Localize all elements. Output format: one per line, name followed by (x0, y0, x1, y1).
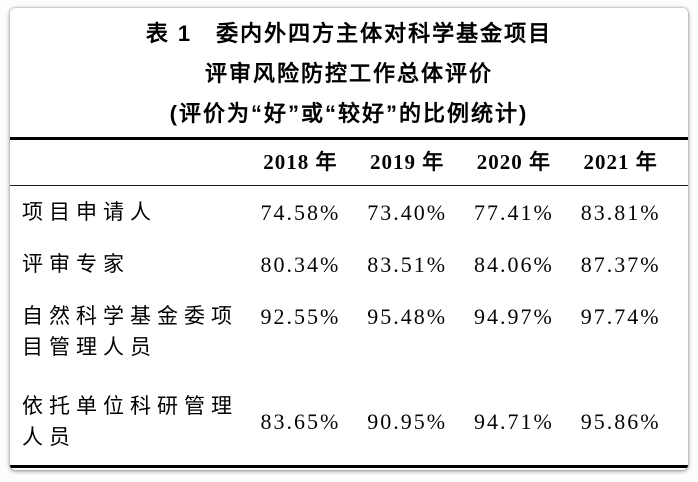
table-cell: 77.41% (473, 199, 554, 225)
table-cell: 94.71% (473, 409, 554, 434)
column-header-2021: 2021 年 (583, 149, 658, 174)
table-caption-line3: (评价为“好”或“较好”的比例统计) (169, 101, 529, 126)
table-caption-line1: 表 1 委内外四方主体对科学基金项目 (145, 21, 553, 46)
table-cell: 95.48% (367, 304, 448, 329)
table-cell: 83.65% (260, 409, 341, 434)
table-cell: 94.97% (473, 304, 554, 329)
table-cell: 95.86% (580, 409, 661, 434)
table-caption: 表 1 委内外四方主体对科学基金项目 评审风险防控工作总体评价 (评价为“好”或… (10, 8, 688, 137)
row-label: 自然科学基金委项目管理人员 (22, 305, 238, 359)
table-cell: 87.37% (580, 251, 661, 277)
table-bottom-rule (10, 465, 688, 468)
column-header-2018: 2018 年 (263, 149, 338, 174)
table-header-rule (10, 185, 688, 186)
table-card: 表 1 委内外四方主体对科学基金项目 评审风险防控工作总体评价 (评价为“好”或… (10, 8, 688, 470)
table-header-row: 2018 年 2019 年 2020 年 2021 年 (10, 140, 688, 186)
table-cell: 83.81% (580, 199, 661, 225)
table-row: 自然科学基金委项目管理人员 92.55% 95.48% 94.97% 97.74… (10, 290, 688, 378)
column-header-2020: 2020 年 (476, 149, 551, 174)
table-cell: 84.06% (473, 251, 554, 277)
table-row: 项目申请人 74.58% 73.40% 77.41% 83.81% (10, 186, 688, 238)
table-top-rule (10, 137, 688, 140)
table-cell: 83.51% (367, 251, 448, 277)
table-cell: 92.55% (260, 304, 341, 329)
row-label: 依托单位科研管理人员 (22, 394, 238, 449)
table-cell: 73.40% (367, 199, 448, 225)
row-label: 评审专家 (22, 252, 130, 276)
column-header-2019: 2019 年 (370, 149, 445, 174)
table-caption-line2: 评审风险防控工作总体评价 (204, 61, 493, 86)
table-cell: 74.58% (260, 199, 341, 225)
table-cell: 80.34% (260, 251, 341, 277)
table-cell: 97.74% (580, 304, 661, 329)
row-label: 项目申请人 (22, 200, 157, 224)
table-row: 依托单位科研管理人员 83.65% 90.95% 94.71% 95.86% (10, 378, 688, 465)
table-row: 评审专家 80.34% 83.51% 84.06% 87.37% (10, 238, 688, 290)
table-cell: 90.95% (367, 409, 448, 434)
